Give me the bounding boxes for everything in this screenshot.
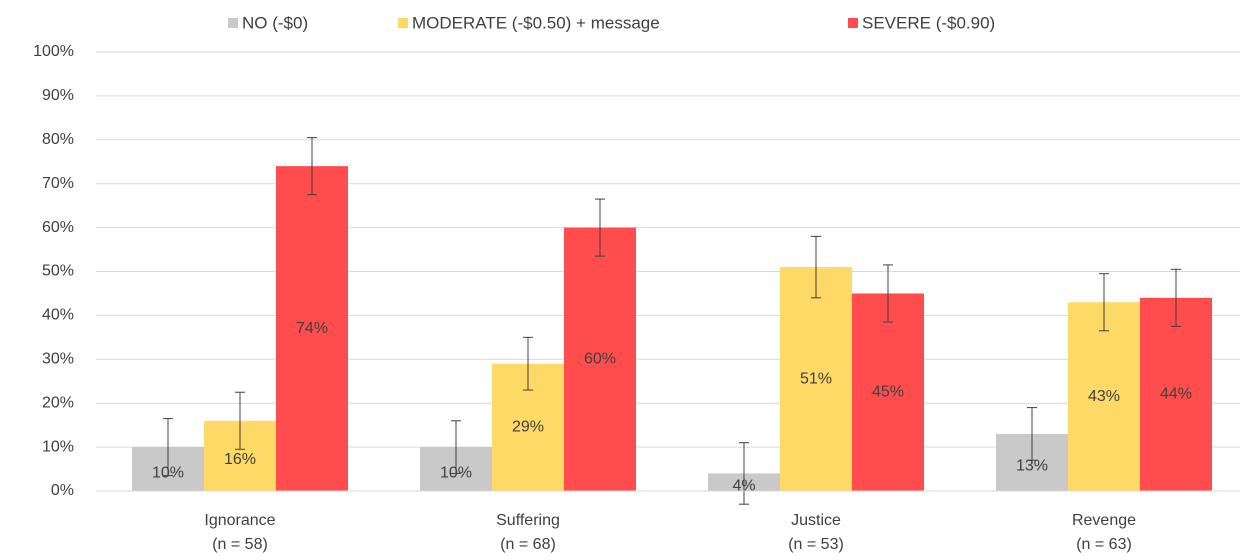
legend-swatch xyxy=(228,18,238,28)
bar xyxy=(564,227,636,491)
bar xyxy=(852,293,924,491)
data-label: 74% xyxy=(296,320,328,337)
error-bar xyxy=(163,418,173,477)
error-bar xyxy=(1099,273,1109,332)
legend-swatch xyxy=(848,18,858,28)
bar xyxy=(276,166,348,491)
legend-bg xyxy=(190,8,1080,44)
data-label: 16% xyxy=(224,451,256,468)
y-tick-label: 100% xyxy=(33,43,74,60)
legend-label: SEVERE (-$0.90) xyxy=(862,13,995,32)
legend-swatch xyxy=(398,18,408,28)
y-tick-label: 80% xyxy=(42,131,74,148)
error-bar xyxy=(451,420,461,474)
data-label: 51% xyxy=(800,370,832,387)
error-bar xyxy=(307,137,317,196)
x-tick-label: Revenge xyxy=(1072,512,1136,529)
data-label: 13% xyxy=(1016,458,1048,475)
x-tick-label: (n = 68) xyxy=(500,536,556,553)
y-tick-label: 60% xyxy=(42,219,74,236)
y-tick-label: 50% xyxy=(42,263,74,280)
x-tick-label: Suffering xyxy=(496,512,560,529)
data-label: 60% xyxy=(584,351,616,368)
bar xyxy=(1068,302,1140,491)
data-label: 29% xyxy=(512,419,544,436)
data-label: 43% xyxy=(1088,388,1120,405)
y-tick-label: 20% xyxy=(42,394,74,411)
y-tick-label: 40% xyxy=(42,307,74,324)
x-tick-label: Justice xyxy=(791,512,841,529)
x-tick-label: (n = 58) xyxy=(212,536,268,553)
y-tick-label: 0% xyxy=(51,482,74,499)
error-bar xyxy=(1171,268,1181,327)
error-bar xyxy=(883,264,893,323)
error-bar xyxy=(235,391,245,450)
x-tick-label: (n = 53) xyxy=(788,536,844,553)
x-tick-label: (n = 63) xyxy=(1076,536,1132,553)
legend-label: NO (-$0) xyxy=(242,13,308,32)
error-bar xyxy=(811,235,821,299)
x-tick-label: Ignorance xyxy=(204,512,275,529)
error-bar xyxy=(595,198,605,257)
error-bar xyxy=(739,442,749,505)
bar xyxy=(1140,297,1212,491)
y-tick-label: 70% xyxy=(42,175,74,192)
data-label: 45% xyxy=(872,383,904,400)
error-bar xyxy=(1027,407,1037,461)
y-tick-label: 10% xyxy=(42,438,74,455)
data-label: 44% xyxy=(1160,386,1192,403)
bar xyxy=(780,267,852,491)
error-bar xyxy=(523,336,533,391)
legend-label: MODERATE (-$0.50) + message xyxy=(412,13,660,32)
y-tick-label: 30% xyxy=(42,351,74,368)
y-tick-label: 90% xyxy=(42,87,74,104)
